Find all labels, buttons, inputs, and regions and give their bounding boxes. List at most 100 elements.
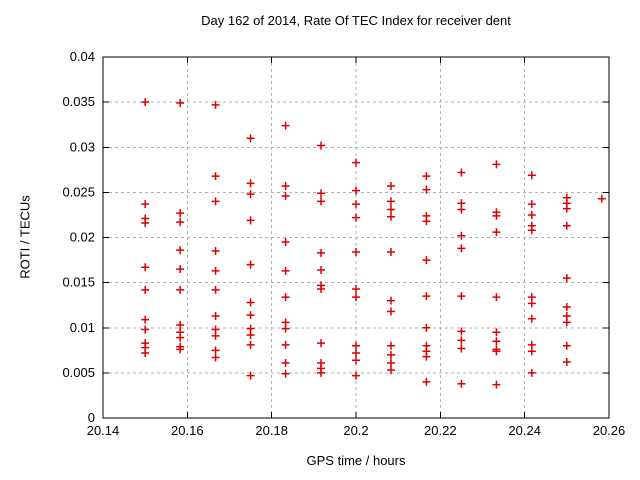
x-tick-label: 20.2 — [343, 423, 368, 438]
data-point — [352, 356, 360, 365]
data-point — [562, 341, 571, 350]
data-point — [527, 210, 536, 219]
data-point — [386, 205, 395, 214]
data-point — [386, 341, 395, 350]
y-tick-label: 0 — [88, 410, 95, 425]
data-point — [352, 158, 360, 167]
data-point — [141, 325, 150, 334]
data-point — [317, 141, 326, 150]
data-point — [457, 336, 466, 345]
data-point — [141, 200, 150, 209]
data-point — [281, 266, 290, 275]
data-point — [141, 315, 150, 324]
data-point — [317, 265, 326, 274]
y-tick-label: 0.04 — [70, 49, 95, 64]
data-point — [386, 350, 395, 359]
data-point — [176, 218, 185, 227]
data-point — [281, 340, 290, 349]
data-point — [281, 358, 290, 367]
y-tick-label: 0.02 — [70, 230, 95, 245]
data-point — [422, 323, 431, 332]
data-point — [176, 285, 185, 294]
y-tick-label: 0.01 — [70, 320, 95, 335]
data-point — [527, 200, 536, 209]
data-point — [492, 347, 501, 356]
y-tick-labels: 0 0.005 0.01 0.015 0.02 0.025 0.03 0.035 0.04 — [62, 49, 95, 425]
chart-title: Day 162 of 2014, Rate Of TEC Index for r… — [201, 13, 511, 28]
y-tick-label: 0.005 — [62, 365, 95, 380]
data-point — [386, 366, 395, 375]
x-tick-label: 20.26 — [593, 423, 626, 438]
data-point — [211, 331, 220, 340]
data-point — [176, 321, 185, 330]
data-point — [352, 349, 360, 358]
data-point — [246, 179, 255, 188]
data-point — [527, 171, 536, 180]
data-point — [246, 330, 255, 339]
data-point — [176, 345, 185, 354]
data-point — [176, 99, 185, 108]
data-point — [281, 324, 290, 333]
data-point — [352, 341, 360, 350]
x-tick-label: 20.14 — [87, 423, 120, 438]
data-point — [246, 371, 255, 380]
data-point — [352, 213, 360, 222]
y-tick-label: 0.03 — [70, 139, 95, 154]
data-point — [141, 263, 150, 272]
data-point — [457, 327, 466, 336]
data-point — [176, 209, 185, 218]
data-point — [317, 368, 326, 377]
data-point — [457, 231, 466, 240]
data-point — [246, 311, 255, 320]
data-point — [352, 371, 360, 380]
data-point — [562, 358, 571, 367]
data-point — [422, 377, 431, 386]
data-point — [527, 314, 536, 323]
data-point — [527, 299, 536, 308]
data-point — [141, 349, 150, 358]
data-point — [352, 200, 360, 209]
data-point — [246, 216, 255, 225]
data-point — [211, 266, 220, 275]
data-point — [317, 248, 326, 257]
data-point — [562, 302, 571, 311]
data-point — [176, 246, 185, 255]
data-point — [492, 211, 501, 220]
data-point — [246, 298, 255, 307]
data-point — [281, 238, 290, 247]
data-point — [352, 293, 360, 302]
data-point — [492, 337, 501, 346]
data-point — [317, 197, 326, 206]
data-point — [386, 197, 395, 206]
data-point — [562, 274, 571, 283]
data-point — [422, 172, 431, 181]
data-point — [457, 168, 466, 177]
data-point — [246, 190, 255, 199]
data-point — [211, 172, 220, 181]
x-tick-label: 20.24 — [508, 423, 541, 438]
x-tick-label: 20.22 — [424, 423, 457, 438]
data-point — [246, 260, 255, 269]
data-point — [457, 205, 466, 214]
data-point — [211, 197, 220, 206]
data-point — [422, 185, 431, 194]
data-point — [422, 292, 431, 301]
data-point — [211, 100, 220, 109]
data-point — [386, 358, 395, 367]
data-point — [527, 226, 536, 235]
data-point — [141, 219, 150, 228]
data-point — [457, 379, 466, 388]
data-point — [562, 221, 571, 230]
data-point — [317, 284, 326, 293]
data-point — [492, 328, 501, 337]
x-axis-label: GPS time / hours — [306, 453, 406, 468]
data-point — [386, 247, 395, 256]
data-point — [492, 380, 501, 389]
data-point — [352, 186, 360, 195]
data-point — [141, 285, 150, 294]
data-point — [386, 296, 395, 305]
data-point — [281, 369, 290, 378]
data-point — [422, 352, 431, 361]
